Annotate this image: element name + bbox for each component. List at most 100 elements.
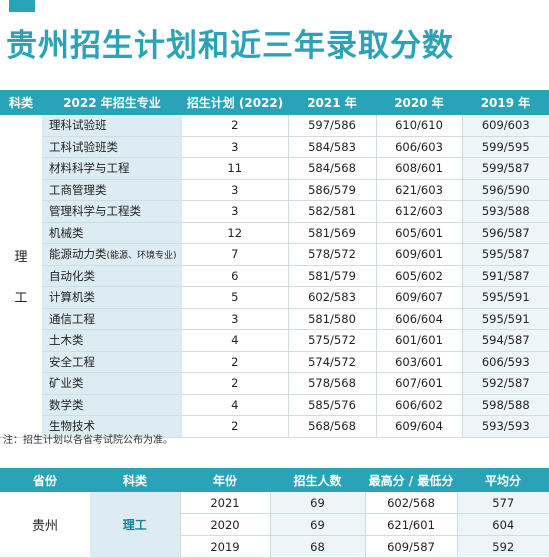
summary-table-header: 省份 科类 年份 招生人数 最高分 / 最低分 平均分: [0, 468, 549, 492]
header-category: 科类: [0, 90, 42, 115]
score-2019-cell: 596/587: [461, 222, 549, 244]
score-2021-cell: 578/572: [287, 243, 376, 266]
major-name: 数学类: [49, 397, 84, 412]
score-2021-cell: 574/572: [287, 351, 376, 373]
count-cell: 69: [269, 513, 365, 536]
score-2019-cell: 595/591: [461, 286, 549, 309]
major-name: 土木类: [49, 333, 84, 348]
header-count: 招生人数: [270, 468, 365, 492]
plan-cell: 2: [182, 351, 288, 373]
major-cell: 土木类: [42, 329, 182, 352]
header-year: 年份: [180, 468, 270, 492]
major-cell: 管理科学与工程类: [42, 200, 182, 223]
major-name: 计算机类: [49, 290, 95, 305]
year-cell: 2021: [179, 492, 270, 514]
plan-cell: 3: [182, 136, 288, 158]
major-cell: 材料科学与工程: [42, 157, 182, 180]
header-plan: 招生计划 (2022): [182, 90, 288, 115]
score-2019-cell: 609/603: [461, 115, 549, 137]
header-maxmin: 最高分 / 最低分: [365, 468, 457, 492]
table-row: 土木类 4 575/572 601/601 594/587: [0, 329, 549, 352]
score-2019-cell: 593/588: [461, 200, 549, 223]
plan-cell: 6: [182, 265, 288, 287]
score-2021-cell: 584/583: [287, 136, 376, 158]
score-2021-cell: 602/583: [287, 286, 376, 309]
major-name: 工科试验班类: [49, 139, 118, 154]
score-2021-cell: 568/568: [287, 415, 376, 438]
major-cell: 计算机类: [42, 286, 182, 309]
score-2019-cell: 599/587: [461, 157, 549, 180]
score-2021-cell: 581/580: [287, 308, 376, 330]
plan-cell: 3: [182, 179, 288, 201]
score-2020-cell: 609/601: [375, 243, 462, 266]
plan-cell: 11: [182, 157, 288, 180]
major-cell: 矿业类: [42, 372, 182, 395]
score-2021-cell: 581/569: [287, 222, 376, 244]
major-cell: 理科试验班: [42, 115, 182, 137]
major-name: 能源动力类: [49, 247, 107, 262]
table-row: 数学类 4 585/576 606/602 598/588: [0, 394, 549, 416]
score-2021-cell: 581/579: [287, 265, 376, 287]
major-name: 生物技术: [49, 419, 95, 434]
major-name: 工商管理类: [49, 182, 107, 197]
score-2020-cell: 607/601: [375, 372, 462, 395]
major-name: 自动化类: [49, 268, 95, 283]
avg-cell: 577: [456, 492, 549, 514]
title-accent-bar: [9, 0, 35, 12]
score-2021-cell: 586/579: [287, 179, 376, 201]
maxmin-cell: 602/568: [364, 492, 457, 514]
score-2020-cell: 606/602: [375, 394, 462, 416]
score-2019-cell: 594/587: [461, 329, 549, 352]
major-name: 管理科学与工程类: [49, 204, 141, 219]
plan-cell: 3: [182, 200, 288, 223]
plan-cell: 7: [182, 243, 288, 266]
score-2019-cell: 595/587: [461, 243, 549, 266]
table-row: 工科试验班类 3 584/583 606/603 599/595: [0, 136, 549, 158]
plan-cell: 4: [182, 394, 288, 416]
score-2021-cell: 585/576: [287, 394, 376, 416]
major-name: 通信工程: [49, 311, 95, 326]
summary-row: 2019 68 609/587 592: [0, 535, 549, 558]
score-2020-cell: 601/601: [375, 329, 462, 352]
plan-cell: 2: [182, 372, 288, 395]
summary-row: 2020 69 621/601 604: [0, 513, 549, 536]
header-subject: 科类: [90, 468, 180, 492]
table-row: 通信工程 3 581/580 606/604 595/591: [0, 308, 549, 330]
major-cell: 通信工程: [42, 308, 182, 330]
header-avg: 平均分: [457, 468, 549, 492]
table-row: 机械类 12 581/569 605/601 596/587: [0, 222, 549, 244]
table-row: 材料科学与工程 11 584/568 608/601 599/587: [0, 157, 549, 180]
table-row: 理工理科试验班 2 597/586 610/610 609/603: [0, 115, 549, 438]
summary-row: 贵州 理工 2021 69 602/568 577: [0, 492, 549, 558]
major-name: 理科试验班: [49, 118, 107, 133]
table-row: 生物技术 2 568/568 609/604 593/593: [0, 415, 549, 438]
maxmin-cell: 609/587: [364, 535, 457, 558]
avg-cell: 592: [456, 535, 549, 558]
score-2020-cell: 608/601: [375, 157, 462, 180]
maxmin-cell: 621/601: [364, 513, 457, 536]
major-name: 安全工程: [49, 354, 95, 369]
table-row: 矿业类 2 578/568 607/601 592/587: [0, 372, 549, 395]
score-2020-cell: 605/602: [375, 265, 462, 287]
score-2020-cell: 605/601: [375, 222, 462, 244]
footnote: 注：招生计划以各省考试院公布为准。: [3, 435, 173, 446]
score-2020-cell: 606/604: [375, 308, 462, 330]
plan-cell: 5: [182, 286, 288, 309]
count-cell: 68: [269, 535, 365, 558]
score-2019-cell: 591/587: [461, 265, 549, 287]
header-major: 2022 年招生专业: [42, 90, 182, 115]
count-cell: 69: [269, 492, 365, 514]
table-row: 工商管理类 3 586/579 621/603 596/590: [0, 179, 549, 201]
major-cell: 安全工程: [42, 351, 182, 373]
score-2020-cell: 603/601: [375, 351, 462, 373]
table-row: 管理科学与工程类 3 582/581 612/603 593/588: [0, 200, 549, 223]
major-cell: 工商管理类: [42, 179, 182, 201]
major-cell: 自动化类: [42, 265, 182, 287]
score-2019-cell: 596/590: [461, 179, 549, 201]
admission-table-header: 科类 2022 年招生专业 招生计划 (2022) 2021 年 2020 年 …: [0, 90, 549, 115]
score-2020-cell: 621/603: [375, 179, 462, 201]
category-cell: 理工: [0, 115, 42, 438]
score-2021-cell: 575/572: [287, 329, 376, 352]
major-cell: 能源动力类(能源、环境专业): [42, 243, 182, 266]
score-2021-cell: 578/568: [287, 372, 376, 395]
